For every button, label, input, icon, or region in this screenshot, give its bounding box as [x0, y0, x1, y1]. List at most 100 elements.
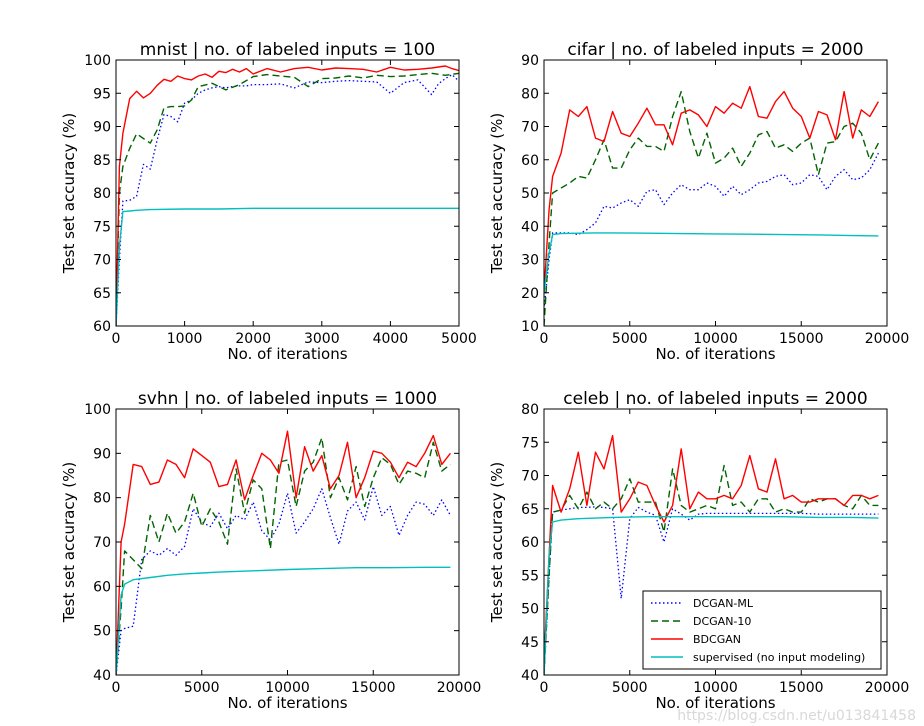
- y-tick-label: 100: [84, 53, 111, 69]
- y-tick-label: 70: [93, 535, 111, 551]
- x-tick-label: 0: [540, 680, 549, 696]
- x-axis-label: No. of iterations: [227, 694, 347, 712]
- series-group: [116, 430, 451, 675]
- x-tick-label: 10000: [693, 680, 738, 696]
- series-line-dcgan-ml: [544, 506, 879, 675]
- series-line-bdcgan: [116, 65, 459, 326]
- y-tick-label: 40: [521, 219, 539, 235]
- y-tick-label: 60: [521, 535, 539, 551]
- x-tick-label: 15000: [779, 331, 824, 347]
- y-tick-label: 40: [93, 668, 111, 684]
- chart-title: svhn | no. of labeled inputs = 1000: [138, 389, 437, 409]
- chart-panel-1: 0 1000 2000 3000 4000 5000 60 65 70 75 80 85 90 95 100…: [60, 40, 477, 363]
- x-tick-label: 0: [112, 680, 121, 696]
- series-line-bdcgan: [544, 434, 879, 662]
- y-tick-label: 60: [93, 319, 111, 335]
- series-group: [544, 85, 880, 326]
- legend-label: BDCGAN: [693, 633, 741, 646]
- legend-label: DCGAN-10: [693, 615, 751, 628]
- x-tick-label: 5000: [184, 680, 220, 696]
- y-axis-label: Test set accuracy (%): [488, 113, 506, 274]
- series-line-dcgan-10: [544, 464, 879, 675]
- y-tick-label: 75: [93, 219, 111, 235]
- x-tick-label: 3000: [304, 331, 340, 347]
- plot-area: [116, 409, 459, 675]
- y-axis-label: Test set accuracy (%): [488, 462, 506, 623]
- legend-box: [642, 590, 882, 670]
- series-line-supervised-no-input-modeling-: [544, 232, 879, 293]
- y-tick-label: 90: [93, 120, 111, 136]
- y-tick-label: 70: [521, 469, 539, 485]
- x-tick-label: 15000: [351, 680, 396, 696]
- y-tick-label: 65: [521, 502, 539, 518]
- x-tick-label: 20000: [865, 331, 910, 347]
- x-axis-label: No. of iterations: [655, 345, 775, 363]
- series-line-dcgan-10: [116, 437, 451, 675]
- y-tick-label: 30: [521, 253, 539, 269]
- y-tick-label: 70: [521, 120, 539, 136]
- x-tick-label: 15000: [779, 680, 824, 696]
- plot-area: [116, 60, 459, 326]
- y-tick-label: 50: [93, 624, 111, 640]
- plot-area: [544, 60, 887, 326]
- x-tick-label: 1000: [167, 331, 203, 347]
- x-tick-label: 5000: [612, 680, 648, 696]
- x-tick-label: 10000: [265, 680, 310, 696]
- y-tick-label: 20: [521, 286, 539, 302]
- series-group: [544, 434, 879, 675]
- chart-panel-2: 0 5000 10000 15000 20000 10 20 30 40 50 60 70 80 90 ci…: [488, 40, 909, 363]
- x-tick-label: 20000: [437, 680, 482, 696]
- x-tick-label: 4000: [373, 331, 409, 347]
- legend-label: supervised (no input modeling): [693, 651, 865, 664]
- y-tick-label: 55: [521, 568, 539, 584]
- y-tick-label: 70: [93, 253, 111, 269]
- y-tick-label: 10: [521, 319, 539, 335]
- x-tick-label: 2000: [235, 331, 271, 347]
- y-tick-label: 85: [93, 153, 111, 169]
- y-tick-label: 80: [93, 491, 111, 507]
- chart-title: cifar | no. of labeled inputs = 2000: [567, 40, 863, 60]
- y-tick-label: 90: [521, 53, 539, 69]
- series-line-bdcgan: [116, 430, 451, 675]
- x-tick-label: 5000: [441, 331, 477, 347]
- y-tick-label: 40: [521, 668, 539, 684]
- y-tick-label: 50: [521, 602, 539, 618]
- y-tick-label: 60: [93, 579, 111, 595]
- chart-title: mnist | no. of labeled inputs = 100: [140, 40, 435, 60]
- y-tick-label: 60: [521, 153, 539, 169]
- watermark: https://blog.csdn.net/u013841458: [677, 708, 916, 724]
- x-tick-label: 20000: [865, 680, 910, 696]
- y-tick-label: 50: [521, 186, 539, 202]
- y-axis-label: Test set accuracy (%): [60, 113, 78, 274]
- series-line-dcgan-ml: [116, 73, 459, 326]
- y-tick-label: 45: [521, 635, 539, 651]
- legend-label: DCGAN-ML: [693, 597, 754, 610]
- series-group: [116, 65, 459, 326]
- y-tick-label: 95: [93, 86, 111, 102]
- series-line-supervised-no-input-modeling-: [116, 207, 459, 326]
- y-tick-label: 100: [84, 402, 111, 418]
- y-tick-label: 90: [93, 446, 111, 462]
- series-line-supervised-no-input-modeling-: [116, 566, 451, 675]
- x-tick-label: 0: [112, 331, 121, 347]
- y-tick-label: 80: [521, 86, 539, 102]
- y-tick-label: 80: [93, 186, 111, 202]
- y-tick-label: 75: [521, 435, 539, 451]
- legend: DCGAN-ML DCGAN-10 BDCGAN supervised (no inp…: [642, 590, 882, 670]
- x-tick-label: 5000: [612, 331, 648, 347]
- y-tick-label: 80: [521, 402, 539, 418]
- x-axis-label: No. of iterations: [227, 345, 347, 363]
- series-line-bdcgan: [544, 85, 880, 293]
- series-line-supervised-no-input-modeling-: [544, 516, 879, 675]
- chart-panel-4: 0 5000 10000 15000 20000 40 45 50 55 60 65 70 75 80 ce…: [488, 389, 909, 712]
- series-line-dcgan-ml: [544, 152, 879, 310]
- x-tick-label: 10000: [693, 331, 738, 347]
- y-axis-label: Test set accuracy (%): [60, 462, 78, 623]
- x-axis-label: No. of iterations: [655, 694, 775, 712]
- y-tick-label: 65: [93, 286, 111, 302]
- chart-title: celeb | no. of labeled inputs = 2000: [563, 389, 867, 409]
- chart-panel-3: 0 5000 10000 15000 20000 40 50 60 70 80 90 100 svhn …: [60, 389, 481, 712]
- series-line-dcgan-10: [544, 90, 880, 326]
- x-tick-label: 0: [540, 331, 549, 347]
